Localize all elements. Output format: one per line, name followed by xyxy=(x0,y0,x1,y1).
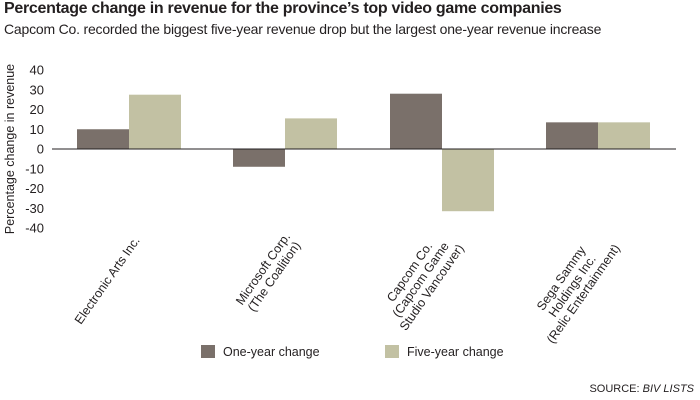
legend-swatch xyxy=(201,345,215,358)
y-tick-label: 40 xyxy=(30,63,44,78)
y-tick-label: 10 xyxy=(30,122,44,137)
category-labels: Electronic Arts Inc. Microsoft Corp.(The … xyxy=(72,226,623,346)
chart-title: Percentage change in revenue for the pro… xyxy=(4,0,562,17)
category-label: Microsoft Corp.(The Coalition) xyxy=(233,230,304,315)
bar-five-year xyxy=(442,149,494,212)
category-label: Sega SammyHoldings Inc.(Relic Entertainm… xyxy=(522,226,623,346)
legend-swatch xyxy=(385,345,399,358)
bars xyxy=(77,93,650,212)
y-tick-label: 30 xyxy=(30,82,44,97)
category-label-line: Electronic Arts Inc. xyxy=(72,234,143,327)
bar-one-year xyxy=(77,129,129,149)
y-tick-label: -20 xyxy=(25,181,44,196)
y-tick-label: 0 xyxy=(37,142,44,157)
category-label: Capcom Co.(Capcom GameStudio Vancouver) xyxy=(375,226,467,333)
y-axis-title-group: Percentage change in revenue xyxy=(3,64,17,234)
y-axis-title: Percentage change in revenue xyxy=(3,64,17,234)
bar-one-year xyxy=(546,122,598,149)
legend-label: Five-year change xyxy=(407,345,504,359)
y-tick-label: -10 xyxy=(25,161,44,176)
bar-five-year xyxy=(598,122,650,149)
y-axis-ticks: 40 30 20 10 0 -10 -20 -30 -40 xyxy=(25,63,44,236)
bar-one-year xyxy=(390,93,442,149)
y-tick-label: 20 xyxy=(30,102,44,117)
category-label: Electronic Arts Inc. xyxy=(72,234,143,327)
bar-five-year xyxy=(285,118,337,149)
y-tick-label: -30 xyxy=(25,201,44,216)
source-name: BIV LISTS xyxy=(642,383,694,395)
bar-one-year xyxy=(233,149,285,167)
legend: One-year change Five-year change xyxy=(201,345,504,359)
bar-five-year xyxy=(129,94,181,149)
y-tick-label: -40 xyxy=(25,221,44,236)
source-note: SOURCE: BIV LISTS xyxy=(589,383,694,395)
source-prefix: SOURCE: xyxy=(589,383,643,395)
chart-subtitle: Capcom Co. recorded the biggest five-yea… xyxy=(4,21,602,37)
legend-label: One-year change xyxy=(223,345,320,359)
